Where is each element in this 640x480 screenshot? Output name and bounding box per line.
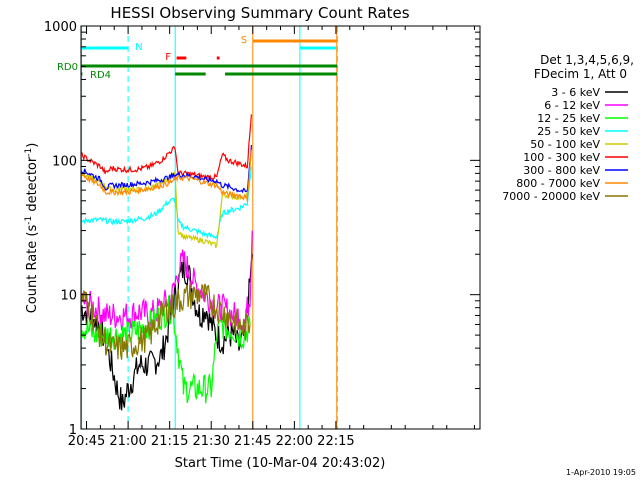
x-tick-label-1: 21:00 [109,434,146,449]
x-tick-label-3: 21:30 [192,434,229,449]
status-label-rd0: RD0 [57,62,78,73]
x-tick-label-0: 20:45 [68,434,105,449]
legend-label-6: 300 - 800 keV [523,164,600,177]
series-line-8 [81,283,251,360]
series-line-6 [81,144,252,194]
marker-f: F [165,52,171,63]
legend-label-7: 800 - 7000 keV [516,177,600,190]
y-label-sup1: -1 [24,216,34,225]
y-label-sup2: -1 [24,148,34,157]
y-axis-ticks: 1 10 100 1000 [44,20,480,438]
y-tick-label-3: 1000 [44,20,77,35]
legend-label-2: 12 - 25 keV [537,112,600,125]
series-line-3 [81,166,252,240]
y-tick-label-1: 10 [60,289,77,304]
chart-title: HESSI Observing Summary Count Rates [110,4,409,22]
status-left-labels: RD0 RD4 [57,62,111,81]
legend: Det 1,3,4,5,6,9, FDecim 1, Att 0 3 - 6 k… [502,53,634,203]
legend-header-line1: Det 1,3,4,5,6,9, [540,53,634,67]
footer-date: 1-Apr-2010 19:05 [566,468,636,477]
x-tick-label-6: 22:15 [317,434,354,449]
legend-label-5: 100 - 300 keV [523,151,600,164]
x-tick-label-4: 21:45 [234,434,271,449]
status-label-rd4: RD4 [90,70,111,81]
series-line-2 [81,295,251,404]
legend-label-0: 3 - 6 keV [551,86,600,99]
y-tick-label-2: 100 [52,154,77,169]
status-markers: N F S [135,35,247,63]
series-line-5 [81,114,252,182]
y-tick-label-0: 1 [69,423,77,438]
plot-area: 20:45 21:00 21:15 21:30 21:45 22:00 22:15 1101… [44,20,481,449]
legend-label-3: 25 - 50 keV [537,125,600,138]
y-label-main: Count Rate (s [25,225,40,314]
legend-label-1: 6 - 12 keV [544,99,600,112]
series-line-0 [81,254,253,411]
status-bars [81,39,338,76]
series-line-7 [81,149,252,202]
y-label-mid: detector [25,156,40,216]
marker-s: S [241,35,247,46]
y-axis-label: Count Rate (s-1 detector-1) [24,143,40,314]
x-axis-ticks: 20:45 21:00 21:15 21:30 21:45 22:00 22:15 [68,26,475,449]
series-lines [81,114,253,411]
legend-label-4: 50 - 100 keV [530,138,600,151]
x-axis-label: Start Time (10-Mar-04 20:43:02) [175,456,386,471]
series-line-4 [81,149,252,249]
x-tick-label-5: 22:00 [276,434,313,449]
x-tick-label-2: 21:15 [151,434,188,449]
overlay-lines [81,26,339,429]
legend-header-line2: FDecim 1, Att 0 [534,67,627,81]
legend-label-8: 7000 - 20000 keV [502,190,600,203]
marker-n: N [135,42,142,53]
y-label-end: ) [25,143,40,148]
